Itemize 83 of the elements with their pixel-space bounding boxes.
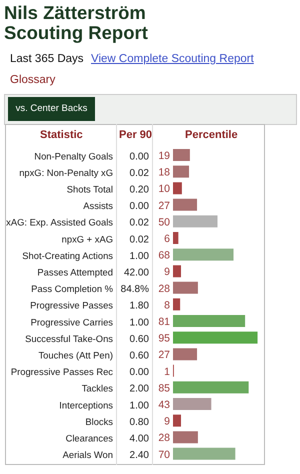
data-label: 50 <box>158 217 170 228</box>
data-label: 70 <box>158 450 170 461</box>
data-label: 27 <box>158 200 170 212</box>
text: vs. Center Backs <box>8 97 95 121</box>
chart-title: Nils Zätterström Scouting Report <box>4 2 149 43</box>
bar <box>173 282 198 294</box>
data-label: 68 <box>158 250 170 262</box>
data-label: 95 <box>158 334 170 345</box>
data-label: 81 <box>158 316 170 328</box>
data-label: 85 <box>158 383 170 394</box>
y-tick-label: Touches (Att Pen) <box>38 349 113 360</box>
text: 0.02 <box>130 168 150 179</box>
y-tick-label: Shot-Creating Actions <box>22 250 114 261</box>
bar <box>173 431 198 444</box>
y-tick-label: xAG: Exp. Assisted Goals <box>6 216 114 228</box>
y-tick-label: Successful Take-Ons <box>25 332 114 344</box>
text: 0.60 <box>130 334 150 345</box>
data-label: 10 <box>158 184 170 196</box>
text: 42.00 <box>124 267 150 278</box>
y-tick-label: Clearances <box>66 432 114 444</box>
bar <box>173 182 182 194</box>
text: 0.02 <box>130 234 150 246</box>
y-tick-label: Tackles <box>82 382 114 394</box>
text: 2.40 <box>130 450 150 462</box>
data-label: 27 <box>158 350 170 362</box>
y-tick-label: npxG + xAG <box>62 233 113 244</box>
bar <box>173 398 212 410</box>
text: 0.60 <box>130 350 150 362</box>
bar <box>173 198 198 211</box>
data-label: 9 <box>164 267 170 278</box>
x-axis-title: Percentile <box>185 129 238 141</box>
y-tick-label: Passes Attempted <box>37 266 113 278</box>
text: Per 90 <box>119 129 152 141</box>
data-label: 19 <box>158 151 170 162</box>
text: 0.00 <box>130 201 150 212</box>
y-tick-label: Aerials Won <box>62 449 113 460</box>
text: Last 365 Days <box>10 53 84 65</box>
y-tick-label: Blocks <box>85 416 114 427</box>
bar <box>173 314 246 327</box>
y-tick-label: Pass Completion % <box>31 283 113 294</box>
text: 0.02 <box>130 218 150 229</box>
y-tick-label: Progressive Carries <box>30 316 114 328</box>
y-axis-title: Statistic <box>40 129 83 141</box>
data-label: 28 <box>158 284 170 295</box>
data-label: 1 <box>164 366 170 378</box>
y-tick-label: Progressive Passes <box>30 300 114 311</box>
text: 1.00 <box>130 317 150 328</box>
bar <box>173 448 236 460</box>
data-label: 28 <box>158 433 170 444</box>
data-label: 9 <box>164 416 170 428</box>
data-label: 8 <box>164 300 170 312</box>
bar <box>173 298 180 310</box>
bar <box>173 265 182 278</box>
bar <box>173 166 190 178</box>
bar <box>173 248 234 261</box>
text: Glossary <box>10 74 56 86</box>
data-label: 43 <box>158 400 170 411</box>
y-tick-label: Interceptions <box>59 399 114 410</box>
text: 2.00 <box>130 384 150 395</box>
text: 4.00 <box>130 433 150 444</box>
y-tick-label: Shots Total <box>66 184 113 194</box>
text: 84.8% <box>120 284 150 296</box>
text: 0.20 <box>130 184 150 196</box>
data-label: 6 <box>164 234 170 245</box>
text: 0.80 <box>130 416 150 428</box>
text: View Complete Scouting Report <box>91 53 254 65</box>
data-label: 18 <box>158 168 170 179</box>
y-tick-label: Non-Penalty Goals <box>34 150 114 162</box>
bar <box>173 332 258 344</box>
y-tick-label: npxG: Non-Penalty xG <box>19 166 113 178</box>
text: 0.00 <box>130 151 150 162</box>
bar <box>173 232 178 244</box>
text: 0.00 <box>130 367 150 378</box>
y-tick-label: Progressive Passes Rec <box>10 366 114 378</box>
y-tick-label: Assists <box>83 200 114 212</box>
text: 1.80 <box>130 300 150 312</box>
bar <box>173 414 182 427</box>
text: 1.00 <box>130 400 150 412</box>
bar <box>173 215 218 228</box>
bar <box>173 381 249 394</box>
bar <box>173 149 190 161</box>
bar <box>173 348 198 360</box>
text: 1.00 <box>130 250 150 262</box>
